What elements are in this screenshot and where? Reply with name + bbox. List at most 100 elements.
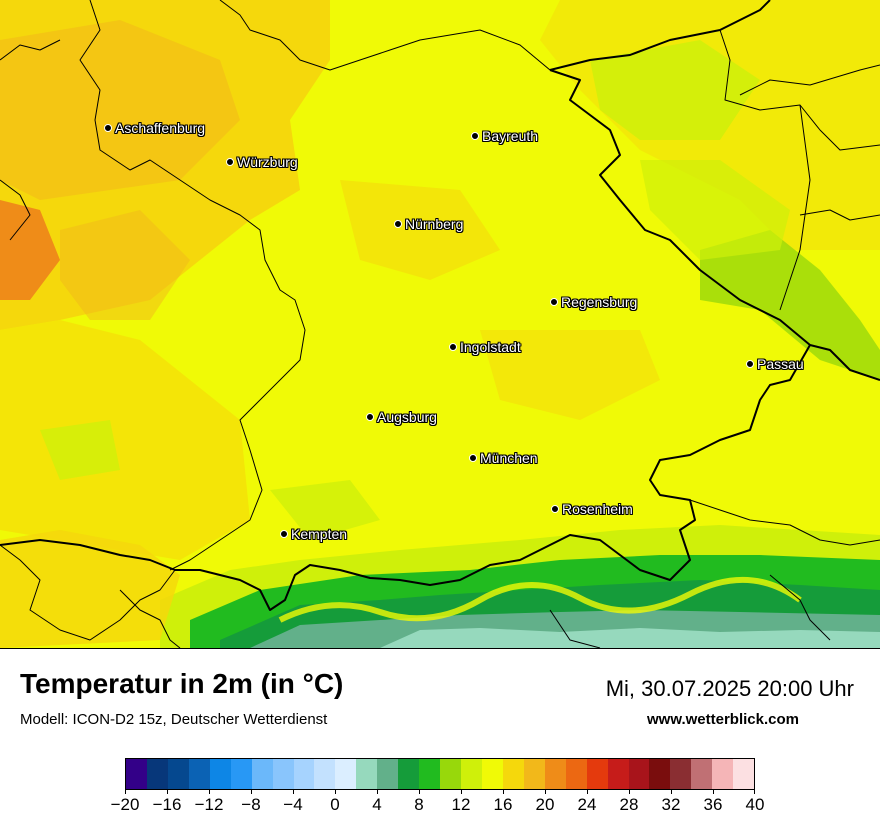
colorbar-tick-mark [335, 790, 336, 794]
colorbar-tick-label: 36 [703, 795, 723, 814]
colorbar-tick-mark [545, 790, 546, 794]
city-label: Rosenheim [562, 501, 633, 517]
colorbar-segment [398, 759, 420, 789]
city-label: Kempten [291, 526, 348, 542]
colorbar-segment [335, 759, 357, 789]
colorbar-segment [251, 759, 273, 789]
colorbar-tick-label: 20 [535, 795, 555, 814]
map-title: Temperatur in 2m (in °C) [20, 668, 344, 699]
city-marker-kempten: Kempten [280, 526, 347, 542]
city-label: Würzburg [237, 154, 298, 170]
colorbar-tick-mark [167, 790, 168, 794]
colorbar-segment [230, 759, 252, 789]
colorbar-segment [523, 759, 545, 789]
colorbar-segment [126, 759, 147, 789]
city-marker-bayreuth: Bayreuth [471, 128, 538, 144]
colorbar-tick-label: 40 [745, 795, 765, 814]
colorbar-tick-label: −12 [194, 795, 224, 814]
colorbar-tick-mark [629, 790, 630, 794]
city-label: Nürnberg [405, 216, 464, 232]
colorbar-tick-mark [461, 790, 462, 794]
colorbar-tick-mark [587, 790, 588, 794]
colorbar-segment [649, 759, 671, 789]
colorbar-segment [544, 759, 566, 789]
colorbar-segment [565, 759, 587, 789]
city-label: Augsburg [377, 409, 437, 425]
city-dot-icon [104, 124, 112, 132]
colorbar-tick-mark [251, 790, 252, 794]
city-dot-icon [449, 343, 457, 351]
city-dot-icon [394, 220, 402, 228]
colorbar-segment [419, 759, 441, 789]
colorbar-tick-label: 0 [330, 795, 340, 814]
colorbar-segment [209, 759, 231, 789]
city-marker-aschaffenburg: Aschaffenburg [104, 120, 205, 136]
city-marker-regensburg: Regensburg [550, 294, 637, 310]
colorbar-tick-label: 4 [372, 795, 382, 814]
colorbar-segment [356, 759, 378, 789]
colorbar-tick-mark [125, 790, 126, 794]
website-link[interactable]: www.wetterblick.com [647, 711, 799, 728]
colorbar-segment [146, 759, 168, 789]
colorbar-segment [272, 759, 294, 789]
colorbar-segment [586, 759, 608, 789]
colorbar-tick-label: −4 [283, 795, 303, 814]
city-dot-icon [746, 360, 754, 368]
city-dot-icon [471, 132, 479, 140]
colorbar-segment [670, 759, 692, 789]
city-marker-rosenheim: Rosenheim [551, 501, 633, 517]
colorbar-segment [293, 759, 315, 789]
colorbar-segment [607, 759, 629, 789]
colorbar-tick-label: −16 [152, 795, 182, 814]
city-label: Regensburg [561, 294, 638, 310]
colorbar-segment [628, 759, 650, 789]
city-dot-icon [551, 505, 559, 513]
city-dot-icon [469, 454, 477, 462]
colorbar-segment [167, 759, 189, 789]
colorbar-tick-label: −20 [110, 795, 140, 814]
colorbar-segment [691, 759, 713, 789]
city-label: Aschaffenburg [115, 120, 206, 136]
colorbar-tick-mark [209, 790, 210, 794]
colorbar-tick-mark [754, 790, 755, 794]
colorbar-tick-mark [671, 790, 672, 794]
colorbar-segment [314, 759, 336, 789]
colorbar-segment [502, 759, 524, 789]
valid-datetime: Mi, 30.07.2025 20:00 Uhr [605, 676, 854, 701]
colorbar-tick-mark [713, 790, 714, 794]
city-marker-ingolstadt: Ingolstadt [449, 339, 521, 355]
city-marker-nuernberg: Nürnberg [394, 216, 463, 232]
colorbar-segment [440, 759, 461, 789]
colorbar-segment [712, 759, 734, 789]
colorbar-tick-label: −8 [241, 795, 261, 814]
city-marker-augsburg: Augsburg [366, 409, 437, 425]
colorbar-tick-label: 16 [493, 795, 513, 814]
colorbar-ticks: −20 −16 −12 −8 −4 0 4 8 12 16 20 24 28 32 36 40 [111, 790, 764, 830]
temperature-field [0, 0, 880, 648]
colorbar-tick-label: 32 [661, 795, 681, 814]
city-dot-icon [550, 298, 558, 306]
colorbar-segment [188, 759, 210, 789]
colorbar-tick-label: 8 [414, 795, 424, 814]
temperature-map: Aschaffenburg Würzburg Bayreuth Nürnberg Reg… [0, 0, 880, 649]
city-label: München [480, 450, 538, 466]
colorbar-tick-mark [293, 790, 294, 794]
city-label: Ingolstadt [460, 339, 521, 355]
colorbar-segment [733, 759, 755, 789]
colorbar-tick-mark [503, 790, 504, 794]
colorbar-tick-mark [419, 790, 420, 794]
colorbar-tick-label: 28 [619, 795, 639, 814]
colorbar-tick-label: 24 [577, 795, 597, 814]
city-marker-muenchen: München [469, 450, 538, 466]
colorbar-tick-mark [377, 790, 378, 794]
city-marker-passau: Passau [746, 356, 804, 372]
colorbar-segment [461, 759, 482, 789]
city-dot-icon [280, 530, 288, 538]
colorbar-segment [377, 759, 399, 789]
city-dot-icon [226, 158, 234, 166]
city-marker-wuerzburg: Würzburg [226, 154, 298, 170]
colorbar-tick-label: 12 [451, 795, 471, 814]
city-dot-icon [366, 413, 374, 421]
colorbar-segment [481, 759, 503, 789]
temperature-colorbar [125, 758, 755, 790]
